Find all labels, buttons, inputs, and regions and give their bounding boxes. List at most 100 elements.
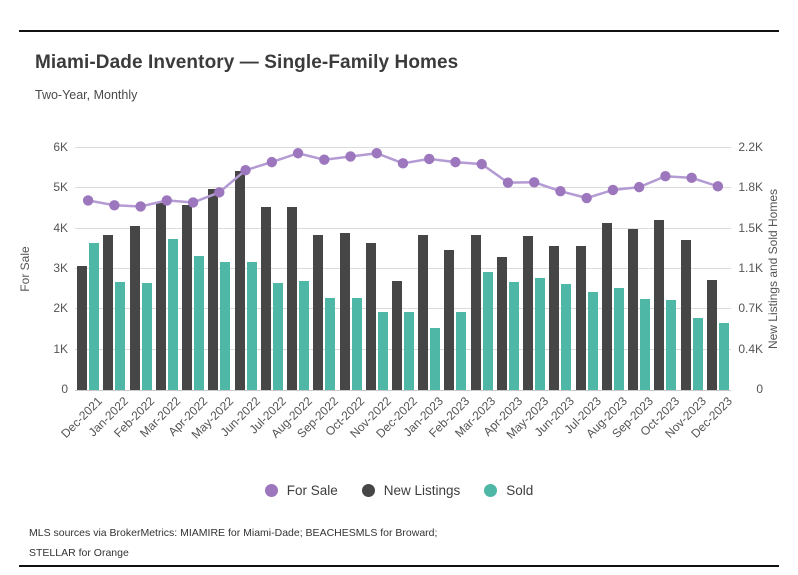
bar-sold [377, 312, 388, 390]
chart-title: Miami-Dade Inventory — Single-Family Hom… [35, 52, 459, 73]
chart-legend: For Sale New Listings Sold [0, 483, 798, 498]
y-tick-left: 5K [53, 180, 68, 195]
bar-new-listings [260, 207, 271, 390]
bar-new-listings [601, 223, 612, 390]
for-sale-point [109, 200, 120, 211]
source-note-line1: MLS sources via BrokerMetrics: MIAMIRE f… [29, 527, 438, 539]
y-tick-left: 6K [53, 140, 68, 154]
bar-sold [508, 282, 519, 390]
y-tick-right: 0.4K [738, 341, 763, 356]
bar-sold [404, 312, 414, 390]
bar-new-listings [182, 205, 193, 390]
gridline [75, 390, 731, 391]
bar-sold [482, 272, 493, 390]
bar-new-listings [313, 234, 324, 390]
bar-sold [325, 298, 336, 390]
sold-legend-dot-icon [484, 484, 498, 497]
for-sale-point [240, 164, 251, 176]
bar-sold [561, 283, 572, 390]
bar-new-listings [654, 219, 665, 390]
bar-new-listings [470, 234, 481, 390]
for-sale-point [161, 195, 173, 206]
bar-new-listings [392, 280, 402, 390]
bar-new-listings [155, 203, 166, 390]
gridline [75, 268, 731, 269]
bar-sold [167, 238, 178, 390]
legend-label: Sold [506, 483, 534, 498]
for-sale-point [319, 154, 330, 165]
for-sale-point [633, 181, 645, 193]
for-sale-point [266, 156, 277, 168]
bar-new-listings [706, 280, 717, 390]
for-sale-point [345, 151, 356, 162]
bar-new-listings [549, 245, 560, 390]
for-sale-point [660, 171, 671, 182]
bar-sold [351, 298, 362, 390]
bar-sold [194, 255, 205, 390]
for-sale-point [450, 156, 461, 168]
y-tick-left: 1K [53, 341, 68, 356]
bar-sold [272, 283, 283, 390]
for-sale-point [292, 148, 304, 159]
for-sale-legend-dot-icon [264, 484, 278, 497]
bar-sold [613, 287, 624, 390]
bar-new-listings [287, 207, 298, 390]
bar-new-listings [680, 240, 691, 390]
gridline [75, 187, 731, 189]
new-listings-legend-dot-icon [361, 484, 375, 497]
y-tick-left: 0 [61, 382, 68, 396]
bar-sold [535, 278, 546, 390]
gridline [75, 147, 731, 148]
bar-new-listings [234, 171, 245, 390]
legend-label: New Listings [383, 483, 461, 498]
bar-new-listings [523, 236, 534, 390]
legend-item-sold: Sold [484, 483, 533, 498]
for-sale-point [214, 187, 225, 198]
bar-new-listings [418, 234, 429, 390]
for-sale-point [502, 177, 514, 188]
gridline [75, 227, 731, 229]
gridline [75, 308, 731, 310]
bottom-rule [19, 565, 779, 567]
for-sale-point [555, 185, 566, 197]
bar-new-listings [129, 226, 140, 390]
bar-new-listings [496, 256, 507, 390]
bar-new-listings [575, 246, 586, 390]
bar-sold [299, 281, 310, 390]
y-tick-left: 4K [53, 220, 68, 235]
bar-sold [430, 328, 441, 390]
for-sale-line-layer [82, 148, 724, 212]
for-sale-point [82, 195, 94, 206]
y-tick-left: 2K [53, 301, 68, 316]
plot-area [75, 147, 731, 391]
y-tick-right: 1.1K [738, 261, 763, 275]
source-note: MLS sources via BrokerMetrics: MIAMIRE f… [29, 523, 437, 563]
y-tick-right: 1.5K [738, 220, 763, 235]
bar-sold [89, 242, 100, 390]
bar-sold [640, 298, 651, 390]
gridline [75, 348, 731, 350]
bar-new-listings [208, 188, 219, 390]
bar-sold [246, 262, 257, 390]
chart-subtitle: Two-Year, Monthly [35, 88, 138, 102]
for-sale-point [529, 177, 540, 188]
legend-item-for-sale: For Sale [264, 483, 338, 498]
bar-new-listings [365, 242, 376, 390]
bar-sold [692, 317, 703, 390]
bar-new-listings [444, 250, 455, 390]
legend-item-new-listings: New Listings [361, 483, 461, 498]
y-tick-right: 0 [756, 382, 763, 396]
for-sale-point [581, 192, 592, 204]
bar-sold [141, 283, 152, 390]
bar-new-listings [103, 234, 114, 390]
for-sale-point [397, 158, 409, 169]
for-sale-point [371, 148, 382, 159]
y-tick-right: 2.2K [738, 140, 763, 154]
for-sale-point [607, 184, 619, 196]
bar-sold [456, 312, 467, 390]
bar-sold [666, 300, 677, 390]
legend-label: For Sale [286, 483, 338, 498]
top-rule [19, 30, 779, 32]
